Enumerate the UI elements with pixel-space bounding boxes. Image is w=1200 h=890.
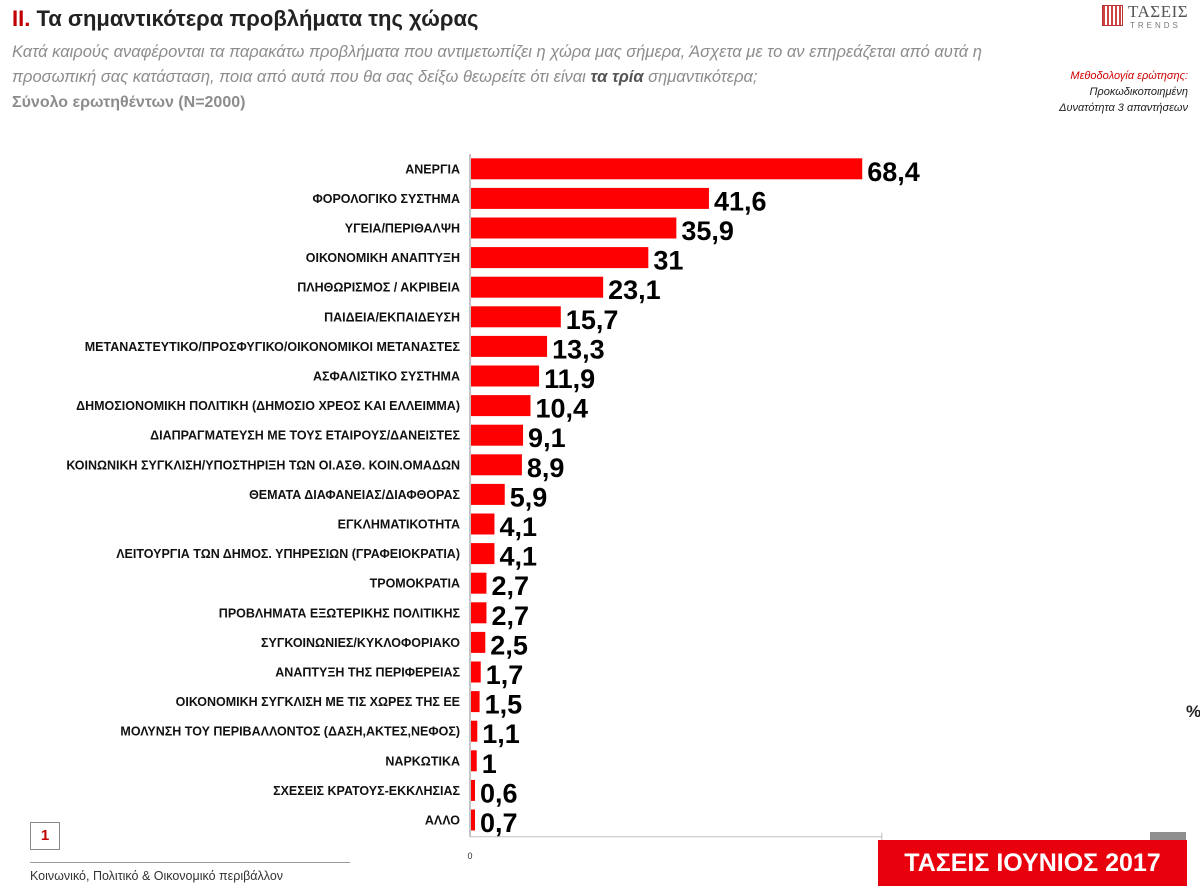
bar (471, 602, 487, 624)
bar (471, 483, 505, 505)
value-label: 0,6 (480, 778, 518, 808)
bar (471, 809, 476, 831)
bar (471, 217, 677, 239)
category-label: ΠΑΙΔΕΙΑ/ΕΚΠΑΙΔΕΥΣΗ (324, 310, 460, 324)
category-label: ΥΓΕΙΑ/ΠΕΡΙΘΑΛΨΗ (345, 222, 460, 236)
value-label: 8,9 (527, 453, 565, 483)
category-label: ΜΕΤΑΝΑΣΤΕΥΤΙΚΟ/ΠΡΟΣΦΥΓΙΚΟ/ΟΙΚΟΝΟΜΙΚΟΙ ΜΕ… (85, 340, 461, 354)
bar (471, 276, 604, 298)
category-label: ΕΓΚΛΗΜΑΤΙΚΟΤΗΤΑ (338, 518, 460, 532)
question-emphasis: τα τρία (590, 68, 644, 86)
bar (471, 661, 481, 683)
value-label: 4,1 (499, 512, 537, 542)
category-label: ΑΝΕΡΓΙΑ (405, 162, 460, 176)
bar (471, 247, 649, 269)
category-label: ΔΙΑΠΡΑΓΜΑΤΕΥΣΗ ΜΕ ΤΟΥΣ ΕΤΑΙΡΟΥΣ/ΔΑΝΕΙΣΤΕ… (150, 429, 460, 443)
bar (471, 720, 478, 742)
value-label: 11,9 (544, 364, 595, 394)
category-label: ΦΟΡΟΛΟΓΙΚΟ ΣΥΣΤΗΜΑ (312, 192, 460, 206)
bar (471, 513, 495, 535)
value-label: 1,1 (482, 719, 520, 749)
methodology-line-2: Δυνατότητα 3 απαντήσεων (1059, 102, 1188, 114)
bar (471, 365, 540, 387)
value-label: 13,3 (552, 334, 605, 364)
value-label: 5,9 (510, 482, 548, 512)
bar (471, 750, 477, 772)
category-label: ΟΙΚΟΝΟΜΙΚΗ ΑΝΑΠΤΥΞΗ (306, 251, 460, 265)
bar (471, 543, 495, 565)
category-label: ΜΟΛΥΝΣΗ ΤΟΥ ΠΕΡΙΒΑΛΛΟΝΤΟΣ (ΔΑΣΗ,ΑΚΤΕΣ,ΝΕ… (120, 725, 460, 739)
footer-section-label: Κοινωνικό, Πολιτικό & Οικονομικό περιβάλ… (30, 869, 284, 883)
category-label: ΠΛΗΘΩΡΙΣΜΟΣ / ΑΚΡΙΒΕΙΑ (297, 281, 460, 295)
brand-banner: ΤΑΣΕΙΣ ΙΟΥΝΙΟΣ 2017 (878, 840, 1187, 886)
question-text-end: σημαντικότερα; (643, 68, 758, 86)
sample-base: Σύνολο ερωτηθέντων (Ν=2000) (12, 94, 246, 111)
x-tick-label: 0 (467, 851, 472, 860)
value-label: 1,5 (485, 690, 523, 720)
category-label: ΚΟΙΝΩΝΙΚΗ ΣΥΓΚΛΙΣΗ/ΥΠΟΣΤΗΡΙΞΗ ΤΩΝ ΟΙ.ΑΣΘ… (66, 458, 460, 472)
category-label: ΟΙΚΟΝΟΜΙΚΗ ΣΥΓΚΛΙΣΗ ΜΕ ΤΙΣ ΧΩΡΕΣ ΤΗΣ ΕΕ (176, 695, 460, 709)
page-title: ΙΙ. Τα σημαντικότερα προβλήματα της χώρα… (12, 6, 478, 32)
category-label: ΣΥΓΚΟΙΝΩΝΙΕΣ/ΚΥΚΛΟΦΟΡΙΑΚΟ (261, 636, 460, 650)
bar (471, 395, 531, 417)
category-label: ΘΕΜΑΤΑ ΔΙΑΦΑΝΕΙΑΣ/ΔΙΑΦΘΟΡΑΣ (249, 488, 460, 502)
value-label: 2,5 (490, 630, 528, 660)
value-label: 31 (653, 246, 683, 276)
bar (471, 187, 709, 209)
survey-question: Κατά καιρούς αναφέρονται τα παρακάτω προ… (12, 40, 1012, 90)
logo-subword: TRENDS (1130, 21, 1181, 30)
methodology-heading: Μεθοδολογία ερώτησης: (1070, 70, 1188, 82)
value-label: 2,7 (491, 601, 529, 631)
bar-chart: 0 ΑΝΕΡΓΙΑ 68,4 ΦΟΡΟΛΟΓΙΚΟ ΣΥΣΤΗΜΑ 41,6 ΥΓΕΙΑ/… (66, 154, 920, 860)
logo-word: ΤΑΣΕΙΣ (1128, 2, 1189, 21)
value-label: 35,9 (681, 216, 734, 246)
bar (471, 572, 487, 594)
question-text-start: Κατά καιρούς αναφέρονται τα παρακάτω προ… (12, 43, 982, 86)
category-label: ΝΑΡΚΩΤΙΚΑ (385, 754, 460, 768)
category-label: ΔΗΜΟΣΙΟΝΟΜΙΚΗ ΠΟΛΙΤΙΚΗ (ΔΗΜΟΣΙΟ ΧΡΕΟΣ ΚΑ… (76, 399, 460, 413)
bar (471, 335, 548, 357)
brand-logo: ΤΑΣΕΙΣ TRENDS (1102, 2, 1198, 34)
value-label: 41,6 (714, 186, 767, 216)
value-label: 4,1 (499, 542, 537, 572)
title-text: Τα σημαντικότερα προβλήματα της χώρας (36, 6, 479, 31)
methodology-line-1: Προκωδικοποιημένη (1089, 86, 1188, 98)
bar (471, 158, 863, 180)
bar (471, 454, 522, 476)
bar (471, 779, 475, 801)
category-label: ΣΧΕΣΕΙΣ ΚΡΑΤΟΥΣ-ΕΚΚΛΗΣΙΑΣ (273, 784, 460, 798)
value-label: 9,1 (528, 423, 566, 453)
value-label: 1,7 (486, 660, 524, 690)
category-label: ΛΕΙΤΟΥΡΓΙΑ ΤΩΝ ΔΗΜΟΣ. ΥΠΗΡΕΣΙΩΝ (ΓΡΑΦΕΙΟ… (116, 547, 460, 561)
category-label: ΑΝΑΠΤΥΞΗ ΤΗΣ ΠΕΡΙΦΕΡΕΙΑΣ (275, 666, 460, 680)
bar (471, 691, 480, 713)
value-label: 23,1 (608, 275, 661, 305)
value-label: 0,7 (480, 808, 518, 838)
methodology-note: Μεθοδολογία ερώτησης: Προκωδικοποιημένη … (1059, 68, 1188, 116)
category-label: ΠΡΟΒΛΗΜΑΤΑ ΕΞΩΤΕΡΙΚΗΣ ΠΟΛΙΤΙΚΗΣ (219, 606, 461, 620)
bar (471, 306, 561, 328)
page-number: 1 (30, 822, 60, 850)
value-label: 1 (482, 749, 497, 779)
category-label: ΑΣΦΑΛΙΣΤΙΚΟ ΣΥΣΤΗΜΑ (313, 370, 460, 384)
bar (471, 424, 524, 446)
value-label: 15,7 (566, 305, 619, 335)
unit-label: % (1186, 702, 1200, 721)
title-number: ΙΙ. (12, 6, 31, 31)
value-label: 10,4 (535, 394, 588, 424)
footer-divider (30, 862, 350, 863)
logo-mark-icon (1102, 5, 1123, 26)
category-label: ΤΡΟΜΟΚΡΑΤΙΑ (370, 577, 460, 591)
bar (471, 631, 486, 653)
value-label: 2,7 (491, 571, 529, 601)
category-label: ΑΛΛΟ (425, 814, 460, 828)
value-label: 68,4 (867, 157, 920, 187)
